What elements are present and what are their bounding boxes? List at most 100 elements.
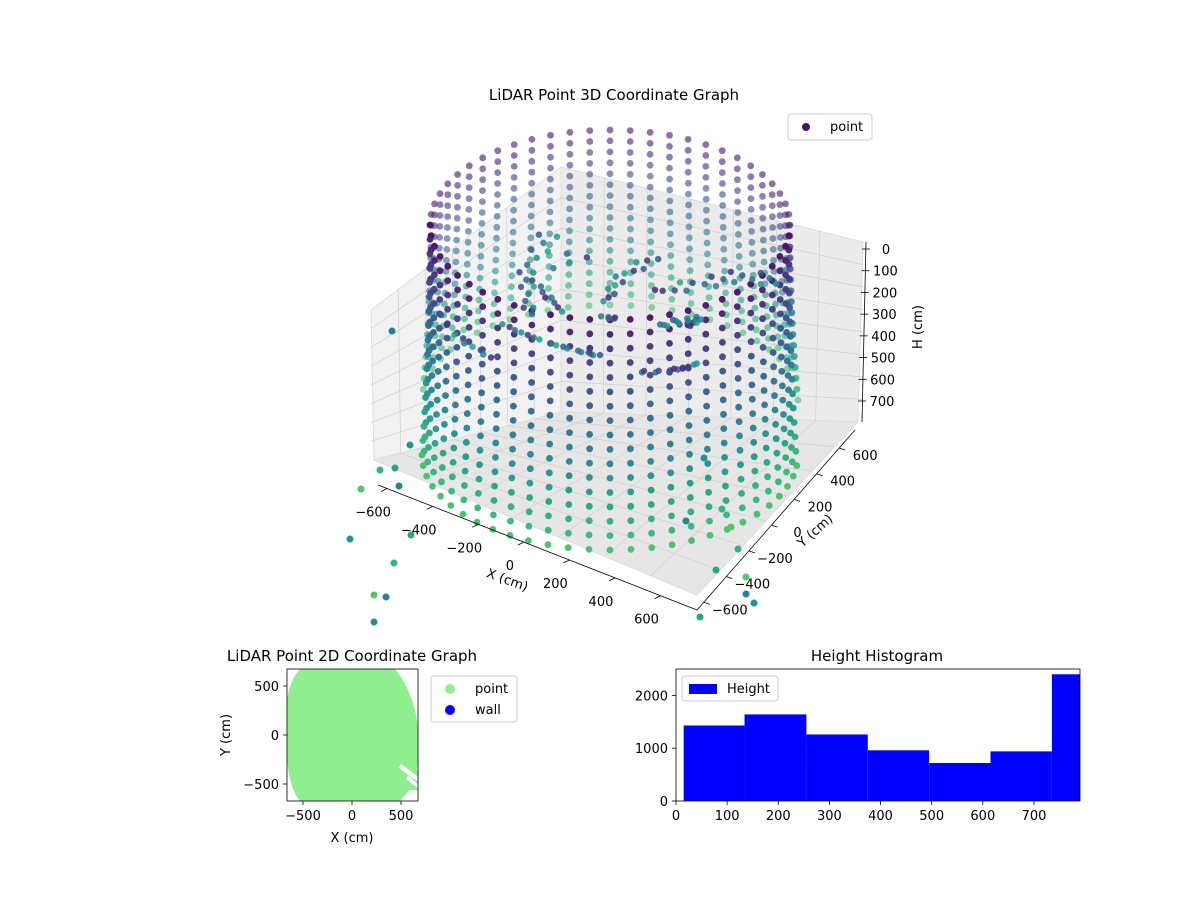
lidar-point-3d-outlier [696, 613, 704, 621]
lidar-point-3d [479, 198, 486, 206]
lidar-point-3d [490, 511, 497, 519]
lidar-point-3d [776, 190, 784, 198]
lidar-point-3d [454, 286, 461, 294]
x-tick-label-hist: 300 [817, 809, 842, 824]
legend-marker-height [689, 684, 717, 694]
lidar-point-3d [586, 431, 593, 438]
gridline-3d [650, 420, 816, 576]
lidar-point-3d [719, 396, 727, 404]
lidar-point-3d [586, 236, 593, 244]
lidar-point-3d [463, 410, 471, 417]
lidar-point-3d [606, 148, 614, 156]
lidar-point-3d-outlier [391, 464, 399, 472]
lidar-point-3d [666, 397, 674, 405]
lidar-point-3d [656, 321, 664, 328]
x-axis-label-2d: X (cm) [331, 831, 374, 846]
lidar-point-3d [646, 371, 654, 379]
lidar-point-3d [702, 373, 710, 381]
lidar-point-3d [583, 254, 591, 261]
lidar-point-3d [769, 349, 777, 356]
lidar-point-3d [424, 458, 432, 466]
lidar-point-3d [606, 517, 614, 525]
lidar-point-3d [774, 464, 782, 471]
lidar-point-3d [719, 191, 726, 198]
lidar-point-3d [705, 488, 712, 496]
lidar-point-3d [436, 223, 444, 230]
lidar-point-3d [530, 283, 537, 290]
lidar-point-3d [778, 382, 786, 390]
lidar-point-3d [757, 281, 764, 288]
lidar-point-3d [626, 402, 634, 410]
lidar-point-3d [454, 315, 461, 323]
lidar-point-3d [585, 349, 592, 356]
lidar-point-3d [702, 330, 710, 338]
lidar-point-3d [477, 432, 484, 440]
lidar-point-3d [719, 180, 726, 187]
lidar-point-3d [769, 320, 776, 328]
lidar-point-3d [479, 154, 487, 162]
lidar-point-3d [490, 497, 498, 504]
lidar-point-3d [621, 270, 628, 277]
lidar-point-3d [547, 325, 554, 333]
lidar-point-3d [686, 256, 694, 264]
lidar-point-3d-outlier [718, 505, 726, 513]
lidar-point-3d [586, 445, 593, 453]
lidar-point-3d [702, 163, 710, 170]
lidar-point-3d [777, 310, 784, 318]
lidar-point-3d [507, 294, 515, 302]
lidar-point-3d [647, 271, 655, 278]
lidar-point-3d [702, 174, 710, 181]
lidar-point-3d [685, 422, 693, 429]
lidar-point-3d [528, 190, 535, 198]
histogram-ticks: 0 100 200 300 400 500 600 700 0 1000 2000 [635, 689, 1046, 824]
x-tick-label-3d: 600 [634, 613, 659, 628]
lidar-point-3d [544, 526, 552, 534]
lidar-point-3d [685, 223, 693, 231]
lidar-point-3d [626, 316, 634, 323]
lidar-point-3d-outlier [395, 482, 403, 490]
lidar-point-3d [586, 474, 593, 481]
lidar-point-3d [785, 211, 793, 218]
lidar-point-3d [739, 518, 747, 526]
scatter-2d-points [287, 669, 418, 801]
lidar-point-3d [759, 214, 767, 222]
lidar-point-3d [491, 289, 498, 297]
lidar-point-3d [782, 242, 789, 250]
lidar-point-3d [666, 164, 673, 172]
lidar-point-3d [702, 302, 710, 309]
lidar-point-3d [585, 546, 593, 553]
lidar-point-3d [648, 282, 655, 289]
lidar-point-3d-outlier [727, 523, 735, 531]
lidar-point-3d [566, 139, 574, 147]
y-tick-label-hist: 2000 [635, 689, 668, 704]
lidar-point-3d [509, 431, 517, 439]
lidar-point-3d [522, 297, 529, 305]
lidar-point-3d [546, 383, 554, 390]
lidar-point-3d [667, 274, 675, 281]
lidar-point-3d [770, 377, 778, 385]
lidar-point-3d [648, 544, 656, 551]
lidar-point-3d [487, 354, 495, 361]
lidar-point-3d [452, 372, 460, 380]
lidar-point-3d [526, 256, 534, 264]
y-tick-label-3d: 0 [793, 526, 801, 541]
y-tick-label-hist: 0 [660, 795, 668, 810]
lidar-point-3d [666, 440, 674, 448]
lidar-point-3d [586, 149, 594, 156]
lidar-point-3d [479, 317, 486, 325]
lidar-point-3d [667, 252, 675, 259]
lidar-point-3d [449, 473, 456, 481]
lidar-point-3d [619, 279, 626, 286]
lidar-point-3d [659, 287, 666, 294]
lidar-point-3d [453, 358, 460, 366]
lidar-point-3d [760, 258, 768, 266]
lidar-point-3d [478, 231, 485, 238]
lidar-point-3d [784, 483, 791, 490]
lidar-point-3d [426, 429, 433, 437]
gridline-3d [558, 417, 731, 538]
lidar-point-3d [563, 250, 571, 257]
lidar-point-3d [494, 147, 502, 155]
lidar-point-3d [558, 308, 566, 315]
lidar-point-3d [540, 239, 547, 247]
lidar-point-3d [782, 200, 789, 208]
